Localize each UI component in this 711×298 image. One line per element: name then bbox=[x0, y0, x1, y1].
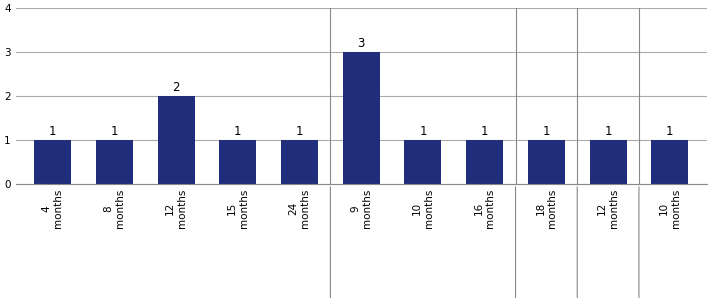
Bar bbox=[466, 140, 503, 184]
Bar bbox=[34, 140, 71, 184]
Text: 2: 2 bbox=[172, 81, 180, 94]
Bar bbox=[528, 140, 565, 184]
Text: 3: 3 bbox=[358, 37, 365, 50]
Bar bbox=[158, 96, 195, 184]
Text: 1: 1 bbox=[666, 125, 673, 138]
Text: 1: 1 bbox=[419, 125, 427, 138]
Bar bbox=[651, 140, 688, 184]
Bar bbox=[96, 140, 133, 184]
Text: 1: 1 bbox=[604, 125, 612, 138]
Text: 1: 1 bbox=[111, 125, 118, 138]
Bar bbox=[589, 140, 626, 184]
Bar bbox=[281, 140, 318, 184]
Text: 1: 1 bbox=[542, 125, 550, 138]
Bar bbox=[405, 140, 442, 184]
Text: 1: 1 bbox=[481, 125, 488, 138]
Text: 1: 1 bbox=[296, 125, 304, 138]
Bar bbox=[343, 52, 380, 184]
Text: 1: 1 bbox=[49, 125, 56, 138]
Text: 1: 1 bbox=[234, 125, 242, 138]
Bar bbox=[219, 140, 257, 184]
